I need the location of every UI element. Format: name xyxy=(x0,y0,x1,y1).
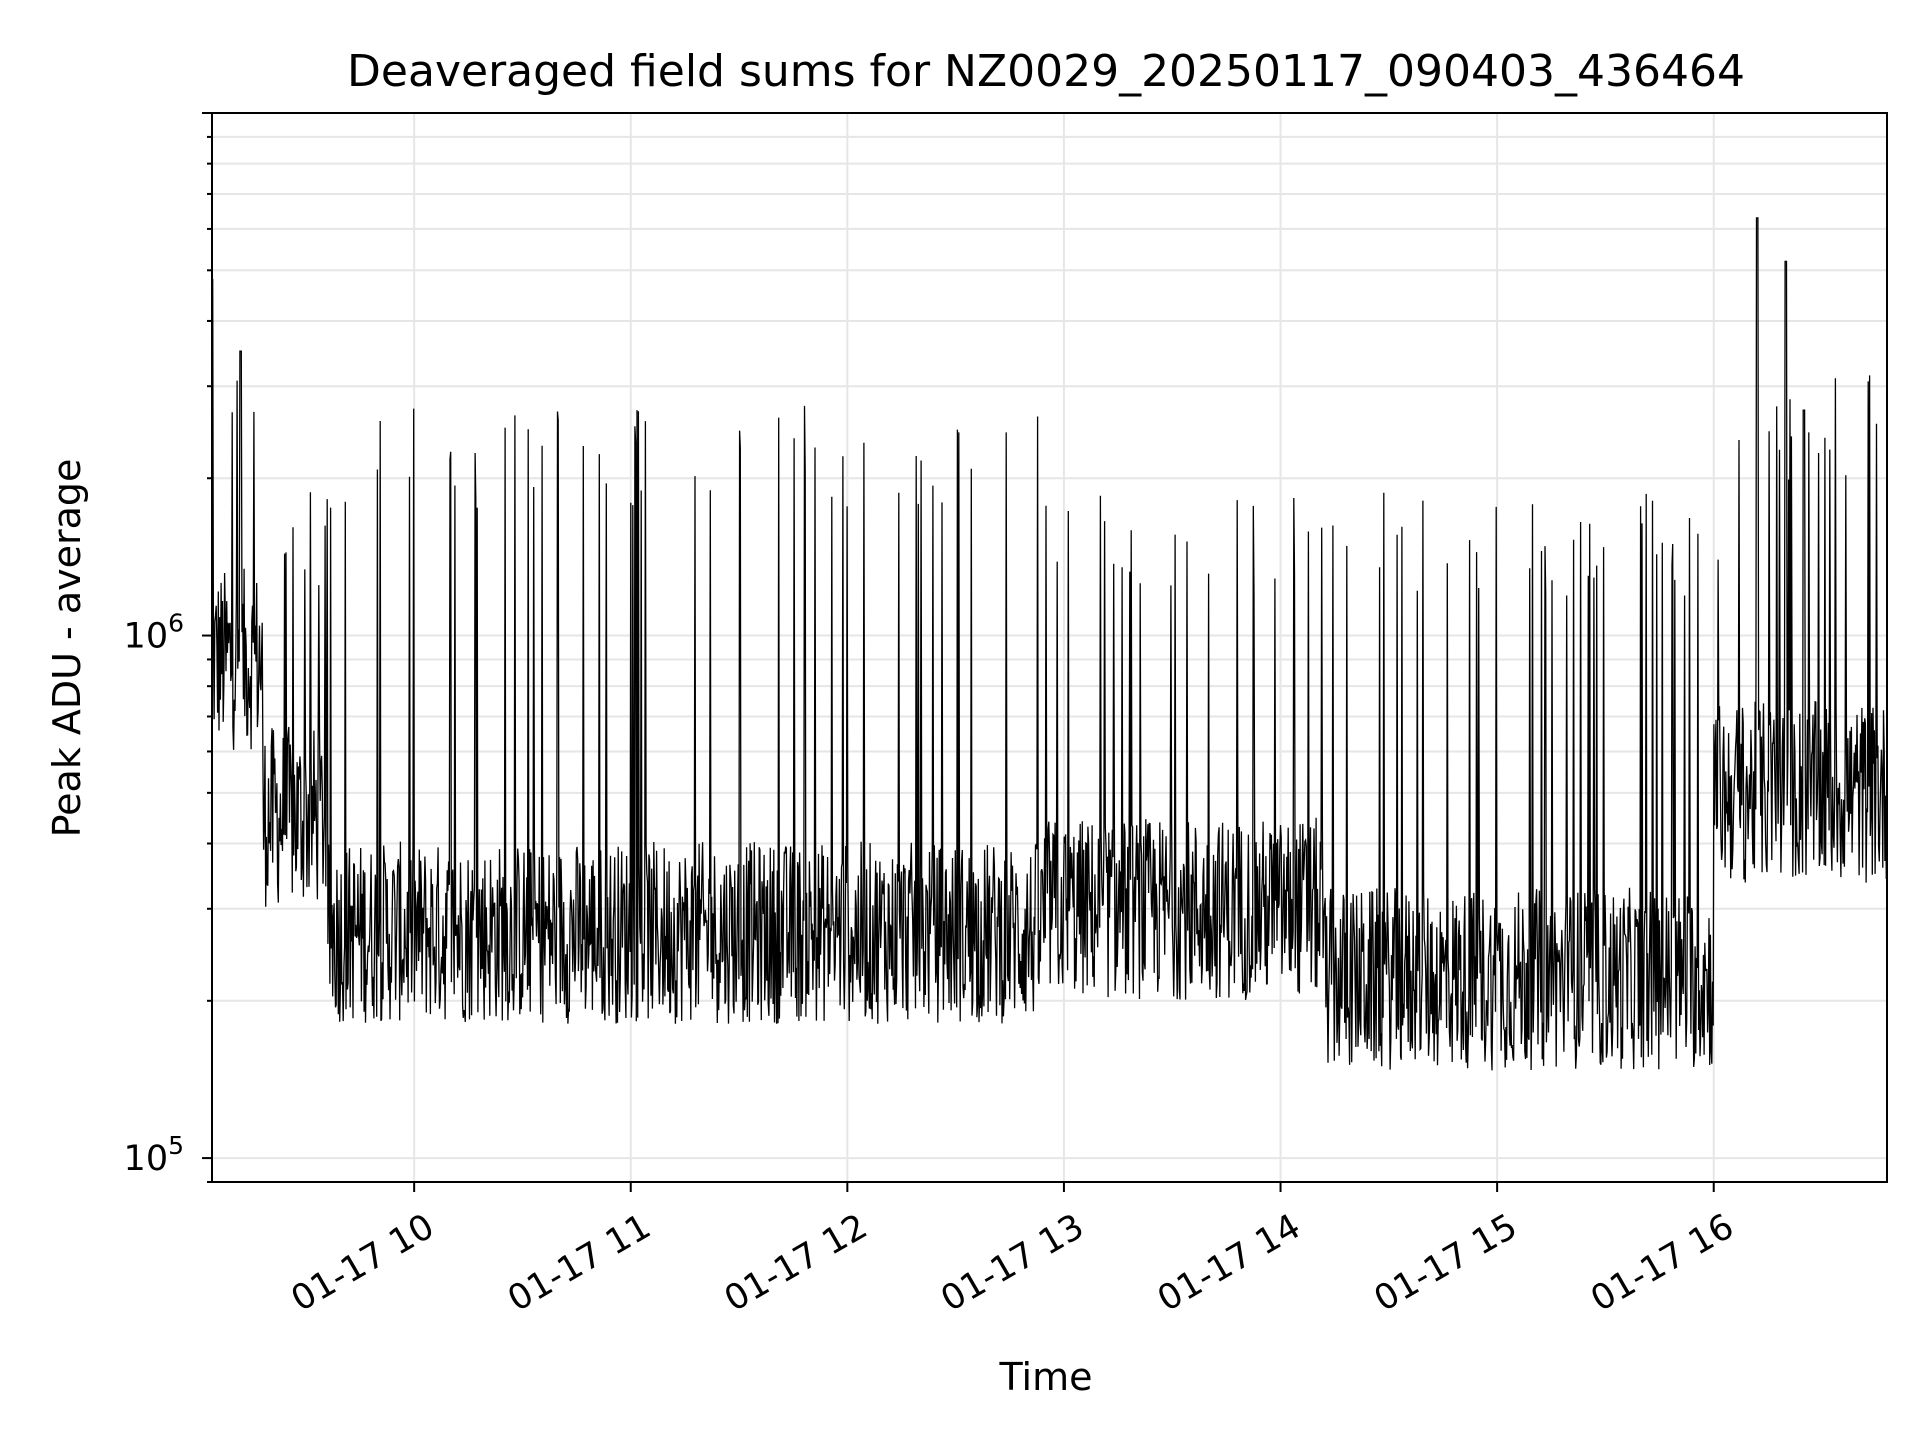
grid-layer xyxy=(212,112,1887,1183)
x-axis-label: Time xyxy=(999,1355,1093,1399)
y-tick-label: 105 xyxy=(124,1131,184,1179)
series-layer xyxy=(212,217,1888,1071)
y-tick-label: 106 xyxy=(124,609,184,657)
y-ticks: 105 106 xyxy=(124,112,212,1183)
series-line xyxy=(212,217,1888,1071)
plot-frame xyxy=(211,112,1888,1183)
y-axis-label: Peak ADU - average xyxy=(45,459,89,838)
chart-title: Deaveraged field sums for NZ0029_2025011… xyxy=(347,46,1745,97)
